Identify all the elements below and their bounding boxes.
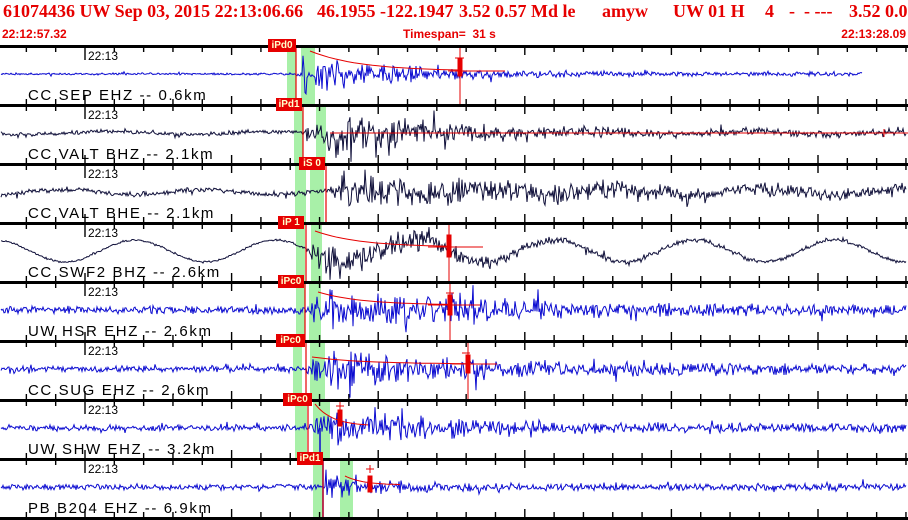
trace-panel[interactable]: 22:13 CC VALT BHE -- 2.1km iS 0 xyxy=(0,157,908,222)
phase-window-band xyxy=(295,402,307,458)
station-label: UW SHW EHZ -- 3.2km xyxy=(28,441,216,458)
waveform-canvas[interactable] xyxy=(0,48,908,104)
phase-window-band xyxy=(310,166,324,222)
coda-decay-curve xyxy=(317,291,449,305)
coda-markers[interactable] xyxy=(330,129,908,137)
waveform-canvas[interactable] xyxy=(0,284,908,340)
waveform-canvas[interactable] xyxy=(0,343,908,399)
timespan-label: Timespan= 31 s xyxy=(403,27,496,41)
analyst-name: amyw xyxy=(602,1,648,21)
coda-handle[interactable] xyxy=(367,475,373,493)
pick-flag[interactable]: iPd1 xyxy=(297,452,323,465)
time-ruler-header: 22:12:57.32 Timespan= 31 s 22:13:28.09 xyxy=(0,27,908,43)
waveform-trace xyxy=(0,285,907,333)
pick-flag[interactable]: iPc0 xyxy=(276,334,305,347)
minute-label: 22:13 xyxy=(88,403,119,417)
waveform-trace xyxy=(0,469,907,498)
waveform-canvas[interactable] xyxy=(0,402,908,458)
pick-flag[interactable]: iPd0 xyxy=(268,39,296,52)
pick-flag[interactable]: iPc0 xyxy=(278,275,304,288)
station-label: PB B204 EHZ -- 6.9km xyxy=(28,500,213,517)
minute-label: 22:13 xyxy=(88,167,119,181)
second-ticks xyxy=(25,107,907,163)
trace-panel[interactable]: 22:13 CC SWF2 BHZ -- 2.6km iP 1 xyxy=(0,216,908,281)
trace-panel[interactable]: 22:13 UW HSR EHZ -- 2.6km iPc0 xyxy=(0,275,908,340)
phase-window-band xyxy=(293,343,302,399)
pick-flag[interactable]: iPc0 xyxy=(283,393,312,406)
second-ticks xyxy=(25,48,907,104)
status-flags: - - --- xyxy=(789,1,833,21)
pick-flag[interactable]: iS 0 xyxy=(299,157,325,170)
coda-handle[interactable] xyxy=(447,294,453,316)
trace-panel[interactable]: 22:13 UW SHW EHZ -- 3.2km iPc0 xyxy=(0,393,908,458)
event-magnitude: 3.52 0.57 Md le xyxy=(459,1,576,21)
coda-handle[interactable] xyxy=(457,57,463,77)
coda-handle[interactable] xyxy=(465,354,471,374)
coda-markers[interactable] xyxy=(314,225,483,281)
pick-flag[interactable]: iPd1 xyxy=(276,98,302,111)
coda-markers[interactable] xyxy=(311,343,497,399)
phase-window-band xyxy=(287,48,296,104)
coda-markers[interactable] xyxy=(317,284,480,340)
cross-marker xyxy=(336,402,344,410)
magnitude-values: 3.52 0.00 xyxy=(849,1,908,21)
waveform-trace xyxy=(0,407,907,446)
waveform-trace xyxy=(0,350,907,398)
phase-window-band xyxy=(311,225,322,281)
second-ticks xyxy=(25,461,907,517)
window-start-time: 22:12:57.32 xyxy=(2,27,67,41)
event-header: 61074436 UW Sep 03, 2015 22:13:06.66 46.… xyxy=(0,0,908,26)
trace-panel[interactable]: 22:13 CC SEP EHZ -- 0.6km iPd0 xyxy=(0,39,908,104)
coda-markers[interactable] xyxy=(344,465,401,493)
cross-marker xyxy=(366,465,374,473)
event-id-network-time: 61074436 UW Sep 03, 2015 22:13:06.66 xyxy=(3,1,304,21)
phase-window-band xyxy=(294,107,303,163)
window-end-time: 22:13:28.09 xyxy=(841,27,906,41)
waveform-trace xyxy=(0,55,863,96)
coda-markers[interactable] xyxy=(309,48,505,104)
pick-count: 4 xyxy=(765,1,774,21)
minute-label: 22:13 xyxy=(88,49,119,63)
waveform-trace xyxy=(0,169,907,208)
minute-label: 22:13 xyxy=(88,285,119,299)
second-ticks xyxy=(25,166,907,222)
station-label: UW HSR EHZ -- 2.6km xyxy=(28,323,213,340)
waveform-canvas[interactable] xyxy=(0,107,908,163)
phase-window-band xyxy=(316,107,326,163)
waveform-canvas[interactable] xyxy=(0,461,908,517)
station-label: CC VALT BHZ -- 2.1km xyxy=(28,146,215,163)
station-label: CC SEP EHZ -- 0.6km xyxy=(28,87,208,104)
coda-handle[interactable] xyxy=(337,409,343,427)
minute-label: 22:13 xyxy=(88,226,119,240)
waveform-canvas[interactable] xyxy=(0,166,908,222)
coda-decay-curve xyxy=(309,50,461,71)
pick-flag[interactable]: iP 1 xyxy=(278,216,304,229)
minute-label: 22:13 xyxy=(88,462,119,476)
second-ticks xyxy=(25,284,907,340)
station-label: CC SUG EHZ -- 2.6km xyxy=(28,382,211,399)
coda-handle[interactable] xyxy=(446,234,452,258)
minute-label: 22:13 xyxy=(88,108,119,122)
waveform-trace xyxy=(0,110,907,162)
coda-markers[interactable] xyxy=(314,402,369,427)
trace-panel[interactable]: 22:13 PB B204 EHZ -- 6.9km iPd1 xyxy=(0,452,908,517)
phase-window-band xyxy=(295,166,306,222)
trace-panel-stack: 22:13 CC SEP EHZ -- 0.6km iPd0 22:13 CC … xyxy=(0,39,908,520)
event-source: UW 01 H xyxy=(673,1,745,21)
phase-window-band xyxy=(296,225,305,281)
coda-decay-curve xyxy=(311,356,469,365)
event-lat-lon: 46.1955 -122.1947 xyxy=(317,1,454,21)
waveform-trace xyxy=(0,227,907,280)
station-label: CC VALT BHE -- 2.1km xyxy=(28,205,216,222)
phase-window-band xyxy=(313,461,323,517)
station-label: CC SWF2 BHZ -- 2.6km xyxy=(28,264,221,281)
minute-label: 22:13 xyxy=(88,344,119,358)
coda-decay-curve xyxy=(314,230,450,247)
trace-panel[interactable]: 22:13 CC SUG EHZ -- 2.6km iPc0 xyxy=(0,334,908,399)
trace-panel[interactable]: 22:13 CC VALT BHZ -- 2.1km iPd1 xyxy=(0,98,908,163)
